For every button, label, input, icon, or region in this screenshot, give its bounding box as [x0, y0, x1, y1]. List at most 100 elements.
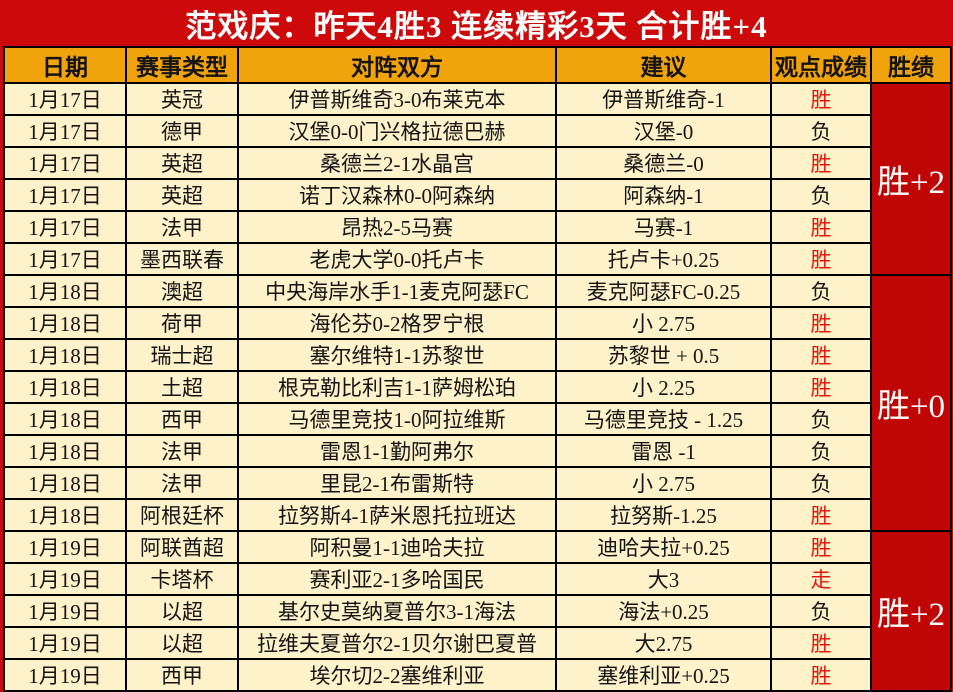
result-text: 负	[810, 440, 832, 464]
result-text: 胜	[810, 536, 832, 560]
header-row: 日期 赛事类型 对阵双方 建议 观点成绩 胜绩	[3, 46, 952, 84]
date-cell: 1月19日	[3, 626, 127, 660]
table-row: 1月19日 卡塔杯 赛利亚2-1多哈国民 大3 走	[3, 562, 951, 596]
league-cell: 以超	[125, 626, 239, 660]
league-cell: 英超	[125, 146, 239, 180]
header-match: 对阵双方	[237, 46, 557, 84]
table-row: 1月18日 阿根廷杯 拉努斯4-1萨米恩托拉班达 拉努斯-1.25 胜	[3, 498, 951, 532]
match-cell: 诺丁汉森林0-0阿森纳	[237, 178, 557, 212]
date-cell: 1月18日	[3, 370, 127, 404]
tip-cell: 小 2.25	[555, 370, 772, 404]
result-cell: 胜	[770, 498, 872, 532]
tip-cell: 托卢卡+0.25	[555, 242, 772, 276]
match-cell: 中央海岸水手1-1麦克阿瑟FC	[237, 274, 557, 308]
result-text: 胜	[810, 216, 832, 240]
tip-cell: 大2.75	[555, 626, 772, 660]
table-body: 1月17日 英冠 伊普斯维奇3-0布莱克本 伊普斯维奇-1 胜 胜+2 1月17…	[3, 82, 952, 692]
result-cell: 负	[770, 402, 872, 436]
match-cell: 昂热2-5马赛	[237, 210, 557, 244]
result-cell: 胜	[770, 210, 872, 244]
result-cell: 负	[770, 274, 872, 308]
result-cell: 胜	[770, 306, 872, 340]
table-row: 1月18日 荷甲 海伦芬0-2格罗宁根 小 2.75 胜	[3, 306, 951, 340]
date-cell: 1月18日	[3, 274, 127, 308]
table-row: 1月18日 法甲 雷恩1-1勤阿弗尔 雷恩 -1 负	[3, 434, 951, 468]
table-row: 1月18日 土超 根克勒比利吉1-1萨姆松珀 小 2.25 胜	[3, 370, 951, 404]
result-text: 胜	[810, 88, 832, 112]
match-cell: 阿积曼1-1迪哈夫拉	[237, 530, 557, 564]
tip-cell: 伊普斯维奇-1	[555, 82, 772, 116]
page-title: 范戏庆：昨天4胜3 连续精彩3天 合计胜+4	[185, 8, 768, 44]
tip-cell: 阿森纳-1	[555, 178, 772, 212]
match-cell: 桑德兰2-1水晶宫	[237, 146, 557, 180]
tip-cell: 马赛-1	[555, 210, 772, 244]
tip-cell: 马德里竞技 - 1.25	[555, 402, 772, 436]
tip-cell: 迪哈夫拉+0.25	[555, 530, 772, 564]
result-cell: 胜	[770, 338, 872, 372]
result-text: 负	[810, 472, 832, 496]
date-cell: 1月17日	[3, 146, 127, 180]
league-cell: 阿根廷杯	[125, 498, 239, 532]
table-row: 1月19日 西甲 埃尔切2-2塞维利亚 塞维利亚+0.25 胜	[3, 658, 951, 692]
match-cell: 雷恩1-1勤阿弗尔	[237, 434, 557, 468]
league-cell: 法甲	[125, 466, 239, 500]
table-row: 1月19日 以超 拉维夫夏普尔2-1贝尔谢巴夏普 大2.75 胜	[3, 626, 951, 660]
league-cell: 卡塔杯	[125, 562, 239, 596]
league-cell: 西甲	[125, 402, 239, 436]
match-cell: 根克勒比利吉1-1萨姆松珀	[237, 370, 557, 404]
table-row: 1月17日 英冠 伊普斯维奇3-0布莱克本 伊普斯维奇-1 胜 胜+2	[3, 82, 952, 276]
tip-cell: 海法+0.25	[555, 594, 772, 628]
table-row: 1月19日 以超 基尔史莫纳夏普尔3-1海法 海法+0.25 负	[3, 594, 951, 628]
match-cell: 马德里竞技1-0阿拉维斯	[237, 402, 557, 436]
table-row: 1月17日 德甲 汉堡0-0门兴格拉德巴赫 汉堡-0 负	[3, 114, 951, 148]
match-cell: 塞尔维特1-1苏黎世	[237, 338, 557, 372]
tip-cell: 塞维利亚+0.25	[555, 658, 772, 692]
league-cell: 法甲	[125, 210, 239, 244]
league-cell: 英冠	[125, 82, 239, 116]
table-row: 1月17日 英超 桑德兰2-1水晶宫 桑德兰-0 胜	[3, 146, 951, 180]
result-text: 走	[810, 568, 832, 592]
table-header: 日期 赛事类型 对阵双方 建议 观点成绩 胜绩	[3, 46, 952, 84]
match-cell: 汉堡0-0门兴格拉德巴赫	[237, 114, 557, 148]
tip-cell: 小 2.75	[555, 466, 772, 500]
table-row: 1月19日 阿联酋超 阿积曼1-1迪哈夫拉 迪哈夫拉+0.25 胜 胜+2	[3, 530, 952, 692]
match-cell: 里昆2-1布雷斯特	[237, 466, 557, 500]
result-cell: 胜	[770, 146, 872, 180]
result-cell: 胜	[770, 626, 872, 660]
table-row: 1月17日 英超 诺丁汉森林0-0阿森纳 阿森纳-1 负	[3, 178, 951, 212]
result-text: 负	[810, 600, 832, 624]
tip-cell: 小 2.75	[555, 306, 772, 340]
tip-cell: 苏黎世 + 0.5	[555, 338, 772, 372]
result-text: 胜	[810, 376, 832, 400]
date-cell: 1月19日	[3, 562, 127, 596]
record-cell: 胜+0	[870, 274, 952, 532]
date-cell: 1月18日	[3, 466, 127, 500]
match-cell: 海伦芬0-2格罗宁根	[237, 306, 557, 340]
date-cell: 1月19日	[3, 530, 127, 564]
match-cell: 拉维夫夏普尔2-1贝尔谢巴夏普	[237, 626, 557, 660]
match-cell: 伊普斯维奇3-0布莱克本	[237, 82, 557, 116]
record-cell: 胜+2	[870, 82, 952, 276]
league-cell: 阿联酋超	[125, 530, 239, 564]
match-cell: 拉努斯4-1萨米恩托拉班达	[237, 498, 557, 532]
league-cell: 澳超	[125, 274, 239, 308]
result-text: 胜	[810, 248, 832, 272]
table-row: 1月18日 法甲 里昆2-1布雷斯特 小 2.75 负	[3, 466, 951, 500]
header-league: 赛事类型	[125, 46, 239, 84]
tip-cell: 拉努斯-1.25	[555, 498, 772, 532]
date-cell: 1月18日	[3, 306, 127, 340]
result-text: 胜	[810, 344, 832, 368]
result-text: 负	[810, 120, 832, 144]
league-cell: 瑞士超	[125, 338, 239, 372]
tip-cell: 汉堡-0	[555, 114, 772, 148]
match-cell: 基尔史莫纳夏普尔3-1海法	[237, 594, 557, 628]
date-cell: 1月17日	[3, 114, 127, 148]
header-result: 观点成绩	[770, 46, 872, 84]
league-cell: 英超	[125, 178, 239, 212]
result-text: 胜	[810, 504, 832, 528]
date-cell: 1月17日	[3, 82, 127, 116]
result-cell: 走	[770, 562, 872, 596]
tip-cell: 雷恩 -1	[555, 434, 772, 468]
tip-cell: 大3	[555, 562, 772, 596]
league-cell: 法甲	[125, 434, 239, 468]
